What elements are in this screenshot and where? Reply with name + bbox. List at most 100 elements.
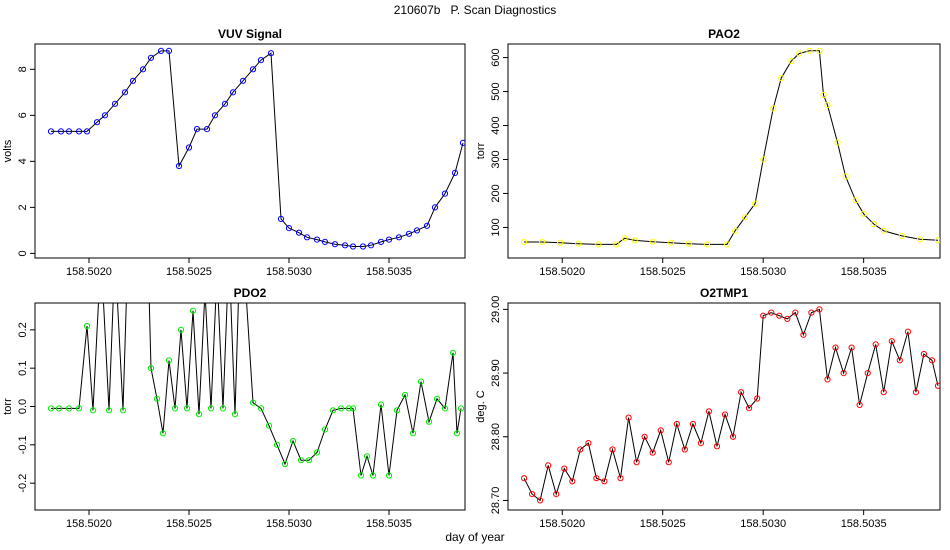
o2tmp1-data-point (746, 405, 753, 412)
vuv-signal-x-tick-label: 158.5020 (66, 266, 112, 278)
pdo2-data-point (305, 457, 313, 464)
vuv-signal-data-point (239, 77, 247, 84)
pdo2-data-point (409, 430, 417, 437)
o2tmp1-chart-title: O2TMP1 (700, 286, 748, 300)
o2tmp1-data-point (808, 309, 815, 316)
o2tmp1-data-point (545, 462, 552, 469)
vuv-signal-x-tick-label: 158.5035 (366, 266, 412, 278)
pao2-data-point (613, 241, 620, 248)
pdo2-series-line (51, 303, 462, 476)
o2tmp1-data-point (784, 315, 791, 322)
pdo2-data-point (265, 422, 273, 429)
vuv-signal-x-tick-label: 158.5030 (266, 266, 312, 278)
vuv-signal-y-tick-label: 0 (17, 250, 29, 256)
pao2-y-tick-label: 200 (490, 184, 502, 202)
pao2-data-point (880, 227, 887, 234)
vuv-signal-data-point (385, 236, 393, 243)
pdo2-y-tick-label: 0.2 (17, 322, 29, 337)
pdo2-data-point (231, 411, 239, 418)
pdo2-x-tick-label: 158.5020 (66, 518, 112, 530)
pdo2-data-point (126, 212, 131, 217)
pdo2-data-point (55, 405, 63, 412)
pao2-data-point (732, 227, 739, 234)
pdo2-series-group (47, 212, 465, 479)
pao2-data-point (703, 241, 711, 248)
vuv-signal-data-point (47, 128, 55, 135)
pdo2-data-point (297, 457, 305, 464)
pdo2-data-point (65, 405, 73, 412)
vuv-signal-data-point (451, 169, 459, 176)
pao2-data-point (852, 197, 859, 204)
o2tmp1-data-point (934, 382, 940, 389)
vuv-signal-data-point (121, 89, 129, 96)
pao2-data-point (796, 50, 803, 57)
o2tmp1-data-point (872, 341, 879, 348)
vuv-signal-data-point (257, 57, 265, 64)
o2tmp1-data-point (657, 427, 664, 434)
o2tmp1-data-point (760, 312, 767, 319)
vuv-signal-data-point (377, 238, 385, 245)
vuv-signal-data-point (423, 222, 431, 229)
pao2-data-point (934, 237, 940, 244)
pao2-y-tick-label: 300 (490, 150, 502, 168)
o2tmp1-data-point (768, 309, 775, 316)
pdo2-data-point (171, 405, 179, 412)
o2tmp1-data-point (904, 328, 912, 335)
pao2-series-line (524, 50, 939, 245)
o2tmp1-data-point (617, 475, 624, 482)
vuv-signal-y-axis-label: volts (2, 139, 14, 162)
pao2-data-point (539, 238, 546, 246)
vuv-signal-data-point (459, 139, 465, 146)
pao2-data-point (916, 236, 924, 243)
pdo2-data-point (377, 401, 385, 408)
pao2-data-point (752, 200, 759, 207)
pao2-x-tick-label: 158.5025 (640, 266, 686, 278)
pdo2-data-point (313, 449, 321, 456)
vuv-signal-data-point (285, 225, 293, 232)
o2tmp1-data-point (754, 395, 761, 402)
o2tmp1-y-axis-label: deg. C (475, 390, 487, 422)
o2tmp1-data-point (738, 389, 745, 396)
vuv-signal-data-point (83, 128, 91, 135)
pao2-y-tick-label: 400 (490, 116, 502, 134)
vuv-signal-data-point (413, 227, 421, 234)
vuv-signal-y-tick-label: 8 (17, 66, 29, 72)
o2tmp1-y-tick-label: 29.00 (490, 296, 502, 324)
pdo2-data-point (393, 407, 401, 414)
pdo2-x-tick-label: 158.5030 (266, 518, 312, 530)
vuv-signal-data-point (65, 128, 73, 135)
pdo2-data-point (144, 212, 149, 217)
pdo2-data-point (417, 378, 425, 385)
pao2-data-point (760, 156, 767, 163)
pdo2-data-point (202, 289, 207, 294)
pdo2-data-point (401, 391, 409, 399)
o2tmp1-data-point (912, 389, 920, 396)
pao2-x-tick-label: 158.5030 (740, 266, 786, 278)
pao2-data-point (742, 214, 749, 221)
pdo2-data-point (273, 441, 281, 448)
pdo2-data-point (219, 405, 227, 412)
pdo2-data-point (147, 365, 155, 372)
vuv-signal-x-tick-label: 158.5025 (166, 266, 212, 278)
pao2-data-point (723, 241, 731, 248)
vuv-signal-y-tick-label: 4 (17, 158, 29, 164)
pao2-data-point (631, 237, 638, 244)
o2tmp1-data-point (601, 478, 608, 485)
vuv-signal-data-point (349, 243, 357, 250)
pdo2-data-point (453, 430, 461, 437)
pdo2-data-point (195, 411, 203, 418)
o2tmp1-y-tick-label: 28.90 (490, 359, 502, 387)
vuv-signal-data-point (395, 234, 403, 241)
pdo2-y-axis-label: torr (2, 398, 14, 415)
vuv-signal-data-point (175, 162, 183, 170)
o2tmp1-data-point (864, 370, 871, 377)
vuv-signal-data-point (303, 234, 311, 241)
vuv-signal-data-point (249, 66, 257, 73)
o2tmp1-data-point (697, 440, 705, 447)
pdo2-data-point (337, 405, 345, 412)
vuv-signal-data-point (267, 50, 275, 57)
pao2-x-tick-label: 158.5035 (841, 266, 887, 278)
pdo2-data-point (226, 251, 231, 256)
vuv-signal-data-point (321, 238, 329, 245)
vuv-signal-y-tick-label: 6 (17, 112, 29, 118)
